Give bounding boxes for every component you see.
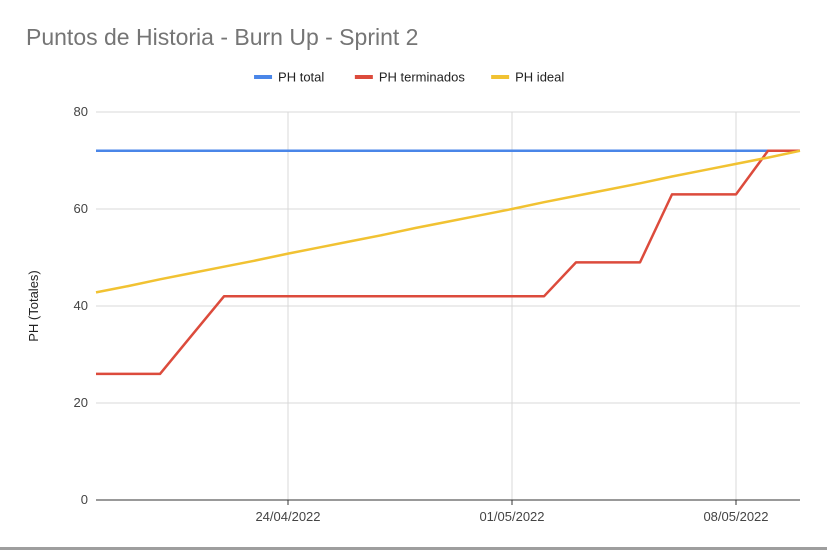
gridlines (96, 111, 800, 500)
chart-title: Puntos de Historia - Burn Up - Sprint 2 (26, 24, 419, 50)
y-tick-label: 60 (74, 201, 88, 216)
y-tick-label: 80 (74, 104, 88, 119)
legend-label-ph-ideal[interactable]: PH ideal (515, 70, 564, 85)
axes: 0 20 40 60 80 24/04/2022 01/05/2022 08/05/2022 (74, 104, 800, 524)
series-line-ph-ideal (95, 149, 801, 294)
series-lines (95, 149, 801, 376)
y-tick-label: 40 (74, 298, 88, 313)
y-tick-label: 20 (74, 395, 88, 410)
bottom-border (0, 547, 827, 550)
series-line-ph-terminados (96, 149, 800, 376)
y-tick-label: 0 (81, 492, 88, 507)
x-tick-label: 08/05/2022 (703, 509, 768, 524)
y-axis-label: PH (Totales) (26, 270, 41, 342)
x-tick-label: 24/04/2022 (255, 509, 320, 524)
legend-label-ph-total[interactable]: PH total (278, 70, 324, 85)
x-tick-label: 01/05/2022 (479, 509, 544, 524)
legend[interactable]: PH total PH terminados PH ideal (254, 70, 564, 85)
legend-label-ph-terminados[interactable]: PH terminados (379, 70, 465, 85)
